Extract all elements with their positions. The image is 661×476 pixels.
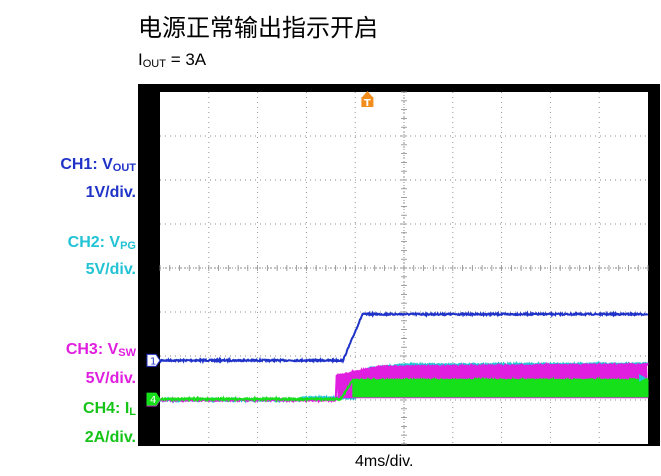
channel-ground-marker bbox=[146, 353, 161, 367]
ch2-name-label: CH2: VPG bbox=[67, 234, 136, 252]
ch1-name-label: CH1: VOUT bbox=[60, 156, 136, 174]
ch4-name-label: CH4: IL bbox=[83, 400, 136, 418]
ch1-scale-label: 1V/div. bbox=[85, 184, 136, 201]
ch3-scale-label: 5V/div. bbox=[85, 370, 136, 387]
trigger-marker-box bbox=[361, 97, 374, 107]
ch2-level-marker bbox=[639, 374, 646, 382]
chart-title: 电源正常输出指示开启 bbox=[138, 14, 378, 42]
ch4-scale-label: 2A/div. bbox=[84, 429, 136, 446]
channel-ground-marker bbox=[146, 392, 161, 406]
channel-ground-label: 4 bbox=[150, 395, 156, 406]
subtitle-subscript: OUT bbox=[142, 58, 166, 70]
x-axis-label: 4ms/div. bbox=[355, 453, 414, 470]
subtitle-value: = 3A bbox=[165, 50, 207, 69]
channel-ground-label: 1 bbox=[150, 356, 156, 367]
trigger-marker-label: T bbox=[364, 98, 371, 109]
ch3-name-label: CH3: VSW bbox=[65, 341, 136, 359]
ch2-scale-label: 5V/div. bbox=[85, 261, 136, 278]
subtitle-symbol: I bbox=[138, 50, 143, 69]
trace-ch1-vout bbox=[159, 310, 649, 365]
switching-band-ch4-il bbox=[352, 379, 649, 398]
trigger-marker-arrow bbox=[361, 91, 374, 98]
markers: 1234T bbox=[146, 91, 646, 407]
traces bbox=[159, 310, 649, 404]
chart-subtitle: IOUT = 3A bbox=[138, 50, 206, 70]
